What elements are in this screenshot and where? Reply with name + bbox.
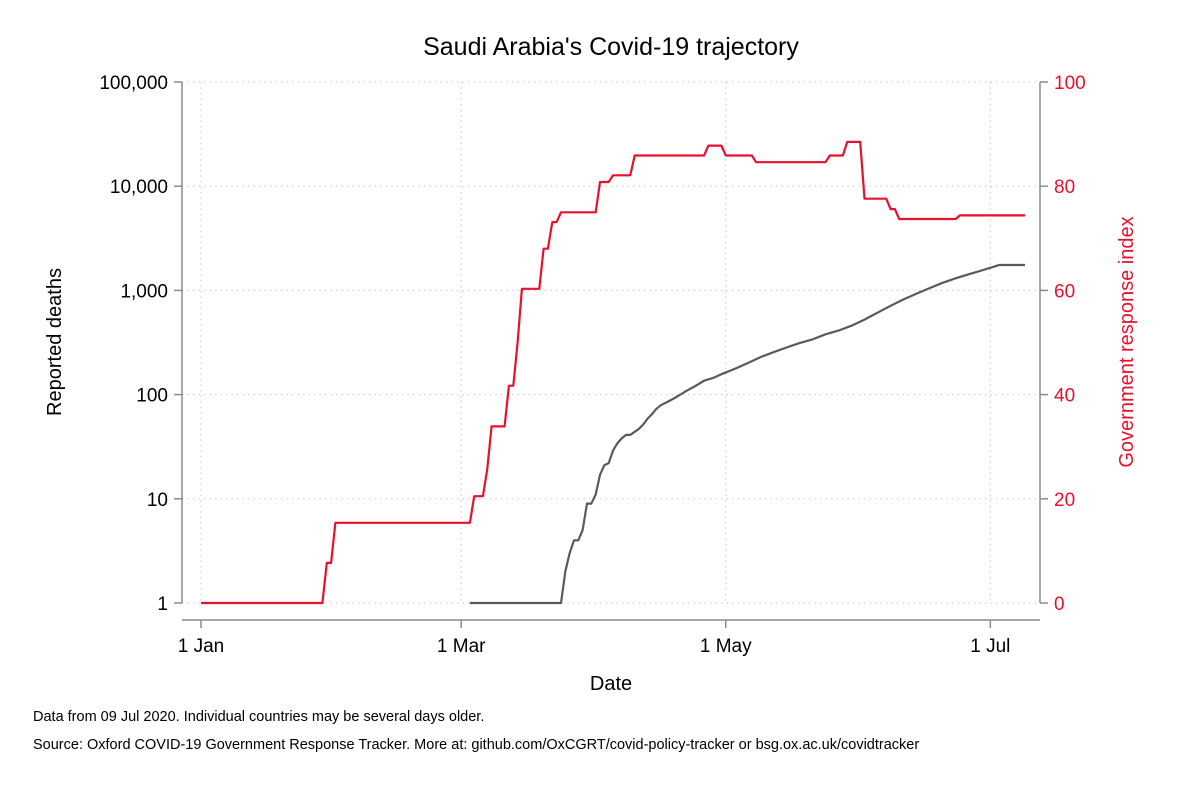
- left-tick-label-0: 1: [157, 594, 168, 615]
- left-tick-label-1: 10: [147, 490, 168, 511]
- deaths-line: [469, 263, 1025, 605]
- right-tick-label-2: 40: [1054, 386, 1075, 407]
- chart-title: Saudi Arabia's Covid-19 trajectory: [423, 33, 799, 61]
- left-tick-label-4: 10,000: [110, 177, 168, 198]
- x-axis-title: Date: [590, 673, 632, 695]
- x-tick-label-3: 1 Jul: [970, 636, 1010, 657]
- footnote-source: Source: Oxford COVID-19 Government Respo…: [33, 737, 920, 753]
- footnote-data-date: Data from 09 Jul 2020. Individual countr…: [33, 709, 485, 725]
- x-tick-label-2: 1 May: [700, 636, 752, 657]
- axes: [174, 81, 1048, 628]
- left-tick-label-2: 100: [136, 386, 168, 407]
- x-tick-label-0: 1 Jan: [178, 636, 224, 657]
- covid-trajectory-chart: Saudi Arabia's Covid-19 trajectory 1 10 10…: [44, 33, 1138, 695]
- x-tick-label-1: 1 Mar: [437, 636, 486, 657]
- right-tick-label-3: 60: [1054, 281, 1075, 302]
- tick-labels: 1 10 100 1,000 10,000 100,000 0 20 40 60 80 100 1 Ja…: [99, 73, 1085, 657]
- left-axis-title: Reported deaths: [44, 268, 66, 416]
- series-lines: [201, 140, 1025, 605]
- right-tick-label-5: 100: [1054, 73, 1086, 94]
- right-tick-label-0: 0: [1054, 594, 1065, 615]
- right-tick-label-1: 20: [1054, 490, 1075, 511]
- right-tick-label-4: 80: [1054, 177, 1075, 198]
- left-tick-label-3: 1,000: [120, 281, 168, 302]
- left-tick-label-5: 100,000: [99, 73, 168, 94]
- right-axis-title: Government response index: [1116, 216, 1138, 467]
- grid-lines: [182, 81, 1040, 604]
- response-index-line: [201, 140, 1025, 605]
